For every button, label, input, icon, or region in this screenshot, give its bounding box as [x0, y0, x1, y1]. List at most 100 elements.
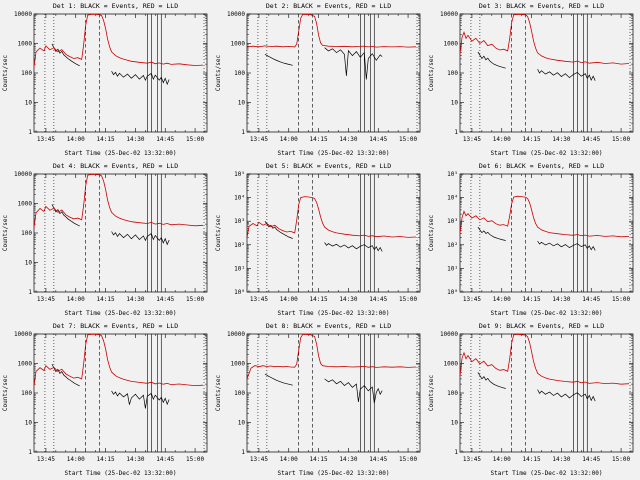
svg-text:Counts/sec: Counts/sec — [215, 55, 222, 92]
svg-text:10⁴: 10⁴ — [447, 195, 458, 202]
svg-text:Start Time (25-Dec-02 13:32:00: Start Time (25-Dec-02 13:32:00) — [65, 470, 177, 477]
chart-panel-det3: Det 3: BLACK = Events, RED = LLD 13:45 14… — [426, 0, 639, 160]
svg-text:10: 10 — [25, 100, 33, 107]
svg-text:10⁵: 10⁵ — [447, 171, 458, 178]
svg-text:100: 100 — [447, 390, 458, 397]
svg-text:14:30: 14:30 — [552, 456, 570, 463]
svg-text:15:00: 15:00 — [186, 136, 204, 143]
svg-text:13:45: 13:45 — [463, 136, 481, 143]
svg-text:14:00: 14:00 — [280, 296, 298, 303]
svg-text:10000: 10000 — [227, 11, 245, 18]
svg-text:1000: 1000 — [231, 41, 246, 48]
svg-text:14:15: 14:15 — [310, 296, 328, 303]
chart-det5: 13:45 14:00 14:15 14:30 14:45 15:00 10⁵ 10⁴ 10³ 1… — [213, 170, 426, 318]
svg-text:14:00: 14:00 — [280, 456, 298, 463]
svg-text:10⁰: 10⁰ — [447, 289, 458, 296]
svg-text:14:30: 14:30 — [552, 296, 570, 303]
chart-panel-det5: Det 5: BLACK = Events, RED = LLD 13:45 14… — [213, 160, 426, 320]
svg-text:1: 1 — [241, 449, 245, 456]
svg-text:15:00: 15:00 — [399, 296, 417, 303]
chart-title: Det 3: BLACK = Events, RED = LLD — [478, 2, 605, 10]
svg-text:14:15: 14:15 — [310, 456, 328, 463]
chart-det1: 13:45 14:00 14:15 14:30 14:45 15:00 10000 1000 1… — [0, 10, 213, 158]
chart-det9: 13:45 14:00 14:15 14:30 14:45 15:00 10000 1000 1… — [426, 330, 639, 478]
chart-title: Det 9: BLACK = Events, RED = LLD — [478, 322, 605, 330]
svg-text:10⁴: 10⁴ — [234, 195, 245, 202]
svg-text:14:15: 14:15 — [97, 456, 115, 463]
svg-text:14:30: 14:30 — [339, 456, 357, 463]
svg-text:14:15: 14:15 — [97, 136, 115, 143]
svg-text:Start Time (25-Dec-02 13:32:00: Start Time (25-Dec-02 13:32:00) — [278, 470, 390, 477]
svg-text:Counts/sec: Counts/sec — [2, 215, 9, 252]
svg-text:Counts/sec: Counts/sec — [215, 215, 222, 252]
svg-text:13:45: 13:45 — [250, 296, 268, 303]
svg-text:10000: 10000 — [14, 171, 32, 178]
chart-panel-det7: Det 7: BLACK = Events, RED = LLD 13:45 14… — [0, 320, 213, 480]
chart-panel-det9: Det 9: BLACK = Events, RED = LLD 13:45 14… — [426, 320, 639, 480]
svg-text:14:30: 14:30 — [126, 136, 144, 143]
svg-text:1000: 1000 — [444, 361, 459, 368]
svg-text:14:30: 14:30 — [339, 136, 357, 143]
svg-text:10000: 10000 — [227, 331, 245, 338]
svg-text:1000: 1000 — [231, 361, 246, 368]
svg-text:1: 1 — [454, 129, 458, 136]
svg-text:10000: 10000 — [440, 11, 458, 18]
svg-text:13:45: 13:45 — [37, 456, 55, 463]
svg-text:10: 10 — [451, 100, 459, 107]
svg-text:14:45: 14:45 — [582, 136, 600, 143]
svg-text:14:00: 14:00 — [67, 296, 85, 303]
chart-title: Det 5: BLACK = Events, RED = LLD — [265, 162, 392, 170]
svg-text:10000: 10000 — [440, 331, 458, 338]
svg-text:Counts/sec: Counts/sec — [428, 215, 435, 252]
svg-text:Counts/sec: Counts/sec — [428, 55, 435, 92]
svg-text:15:00: 15:00 — [399, 136, 417, 143]
svg-text:14:30: 14:30 — [126, 456, 144, 463]
svg-text:14:30: 14:30 — [552, 136, 570, 143]
chart-title: Det 2: BLACK = Events, RED = LLD — [265, 2, 392, 10]
svg-text:Start Time (25-Dec-02 13:32:00: Start Time (25-Dec-02 13:32:00) — [278, 310, 390, 317]
chart-title: Det 1: BLACK = Events, RED = LLD — [52, 2, 179, 10]
svg-text:14:45: 14:45 — [156, 456, 174, 463]
svg-text:1000: 1000 — [18, 41, 33, 48]
chart-det3: 13:45 14:00 14:15 14:30 14:45 15:00 10000 1000 1… — [426, 10, 639, 158]
svg-text:14:00: 14:00 — [67, 456, 85, 463]
chart-title: Det 6: BLACK = Events, RED = LLD — [478, 162, 605, 170]
svg-text:10²: 10² — [447, 242, 458, 249]
svg-text:15:00: 15:00 — [612, 136, 630, 143]
svg-text:10: 10 — [238, 420, 246, 427]
svg-text:Start Time (25-Dec-02 13:32:00: Start Time (25-Dec-02 13:32:00) — [491, 150, 603, 157]
svg-text:14:45: 14:45 — [369, 296, 387, 303]
svg-text:14:45: 14:45 — [156, 136, 174, 143]
svg-text:10: 10 — [25, 420, 33, 427]
svg-text:14:45: 14:45 — [582, 456, 600, 463]
svg-text:13:45: 13:45 — [250, 136, 268, 143]
svg-text:10: 10 — [25, 260, 33, 267]
svg-text:14:45: 14:45 — [369, 136, 387, 143]
svg-text:14:00: 14:00 — [280, 136, 298, 143]
svg-text:14:00: 14:00 — [493, 136, 511, 143]
svg-text:100: 100 — [21, 70, 32, 77]
chart-det4: 13:45 14:00 14:15 14:30 14:45 15:00 10000 1000 1… — [0, 170, 213, 318]
svg-text:15:00: 15:00 — [186, 296, 204, 303]
svg-text:100: 100 — [21, 230, 32, 237]
svg-text:Start Time (25-Dec-02 13:32:00: Start Time (25-Dec-02 13:32:00) — [278, 150, 390, 157]
svg-text:Counts/sec: Counts/sec — [215, 375, 222, 412]
svg-text:10000: 10000 — [14, 331, 32, 338]
svg-text:15:00: 15:00 — [612, 456, 630, 463]
svg-text:1: 1 — [28, 129, 32, 136]
svg-text:100: 100 — [234, 70, 245, 77]
svg-text:14:15: 14:15 — [523, 296, 541, 303]
chart-det8: 13:45 14:00 14:15 14:30 14:45 15:00 10000 1000 1… — [213, 330, 426, 478]
svg-text:14:15: 14:15 — [523, 136, 541, 143]
chart-det6: 13:45 14:00 14:15 14:30 14:45 15:00 10⁵ 10⁴ 10³ 1… — [426, 170, 639, 318]
svg-text:100: 100 — [21, 390, 32, 397]
svg-text:Counts/sec: Counts/sec — [2, 55, 9, 92]
svg-text:14:00: 14:00 — [493, 456, 511, 463]
svg-text:13:45: 13:45 — [250, 456, 268, 463]
svg-text:10³: 10³ — [234, 218, 245, 225]
svg-text:15:00: 15:00 — [399, 456, 417, 463]
svg-text:1000: 1000 — [18, 361, 33, 368]
svg-text:Counts/sec: Counts/sec — [428, 375, 435, 412]
